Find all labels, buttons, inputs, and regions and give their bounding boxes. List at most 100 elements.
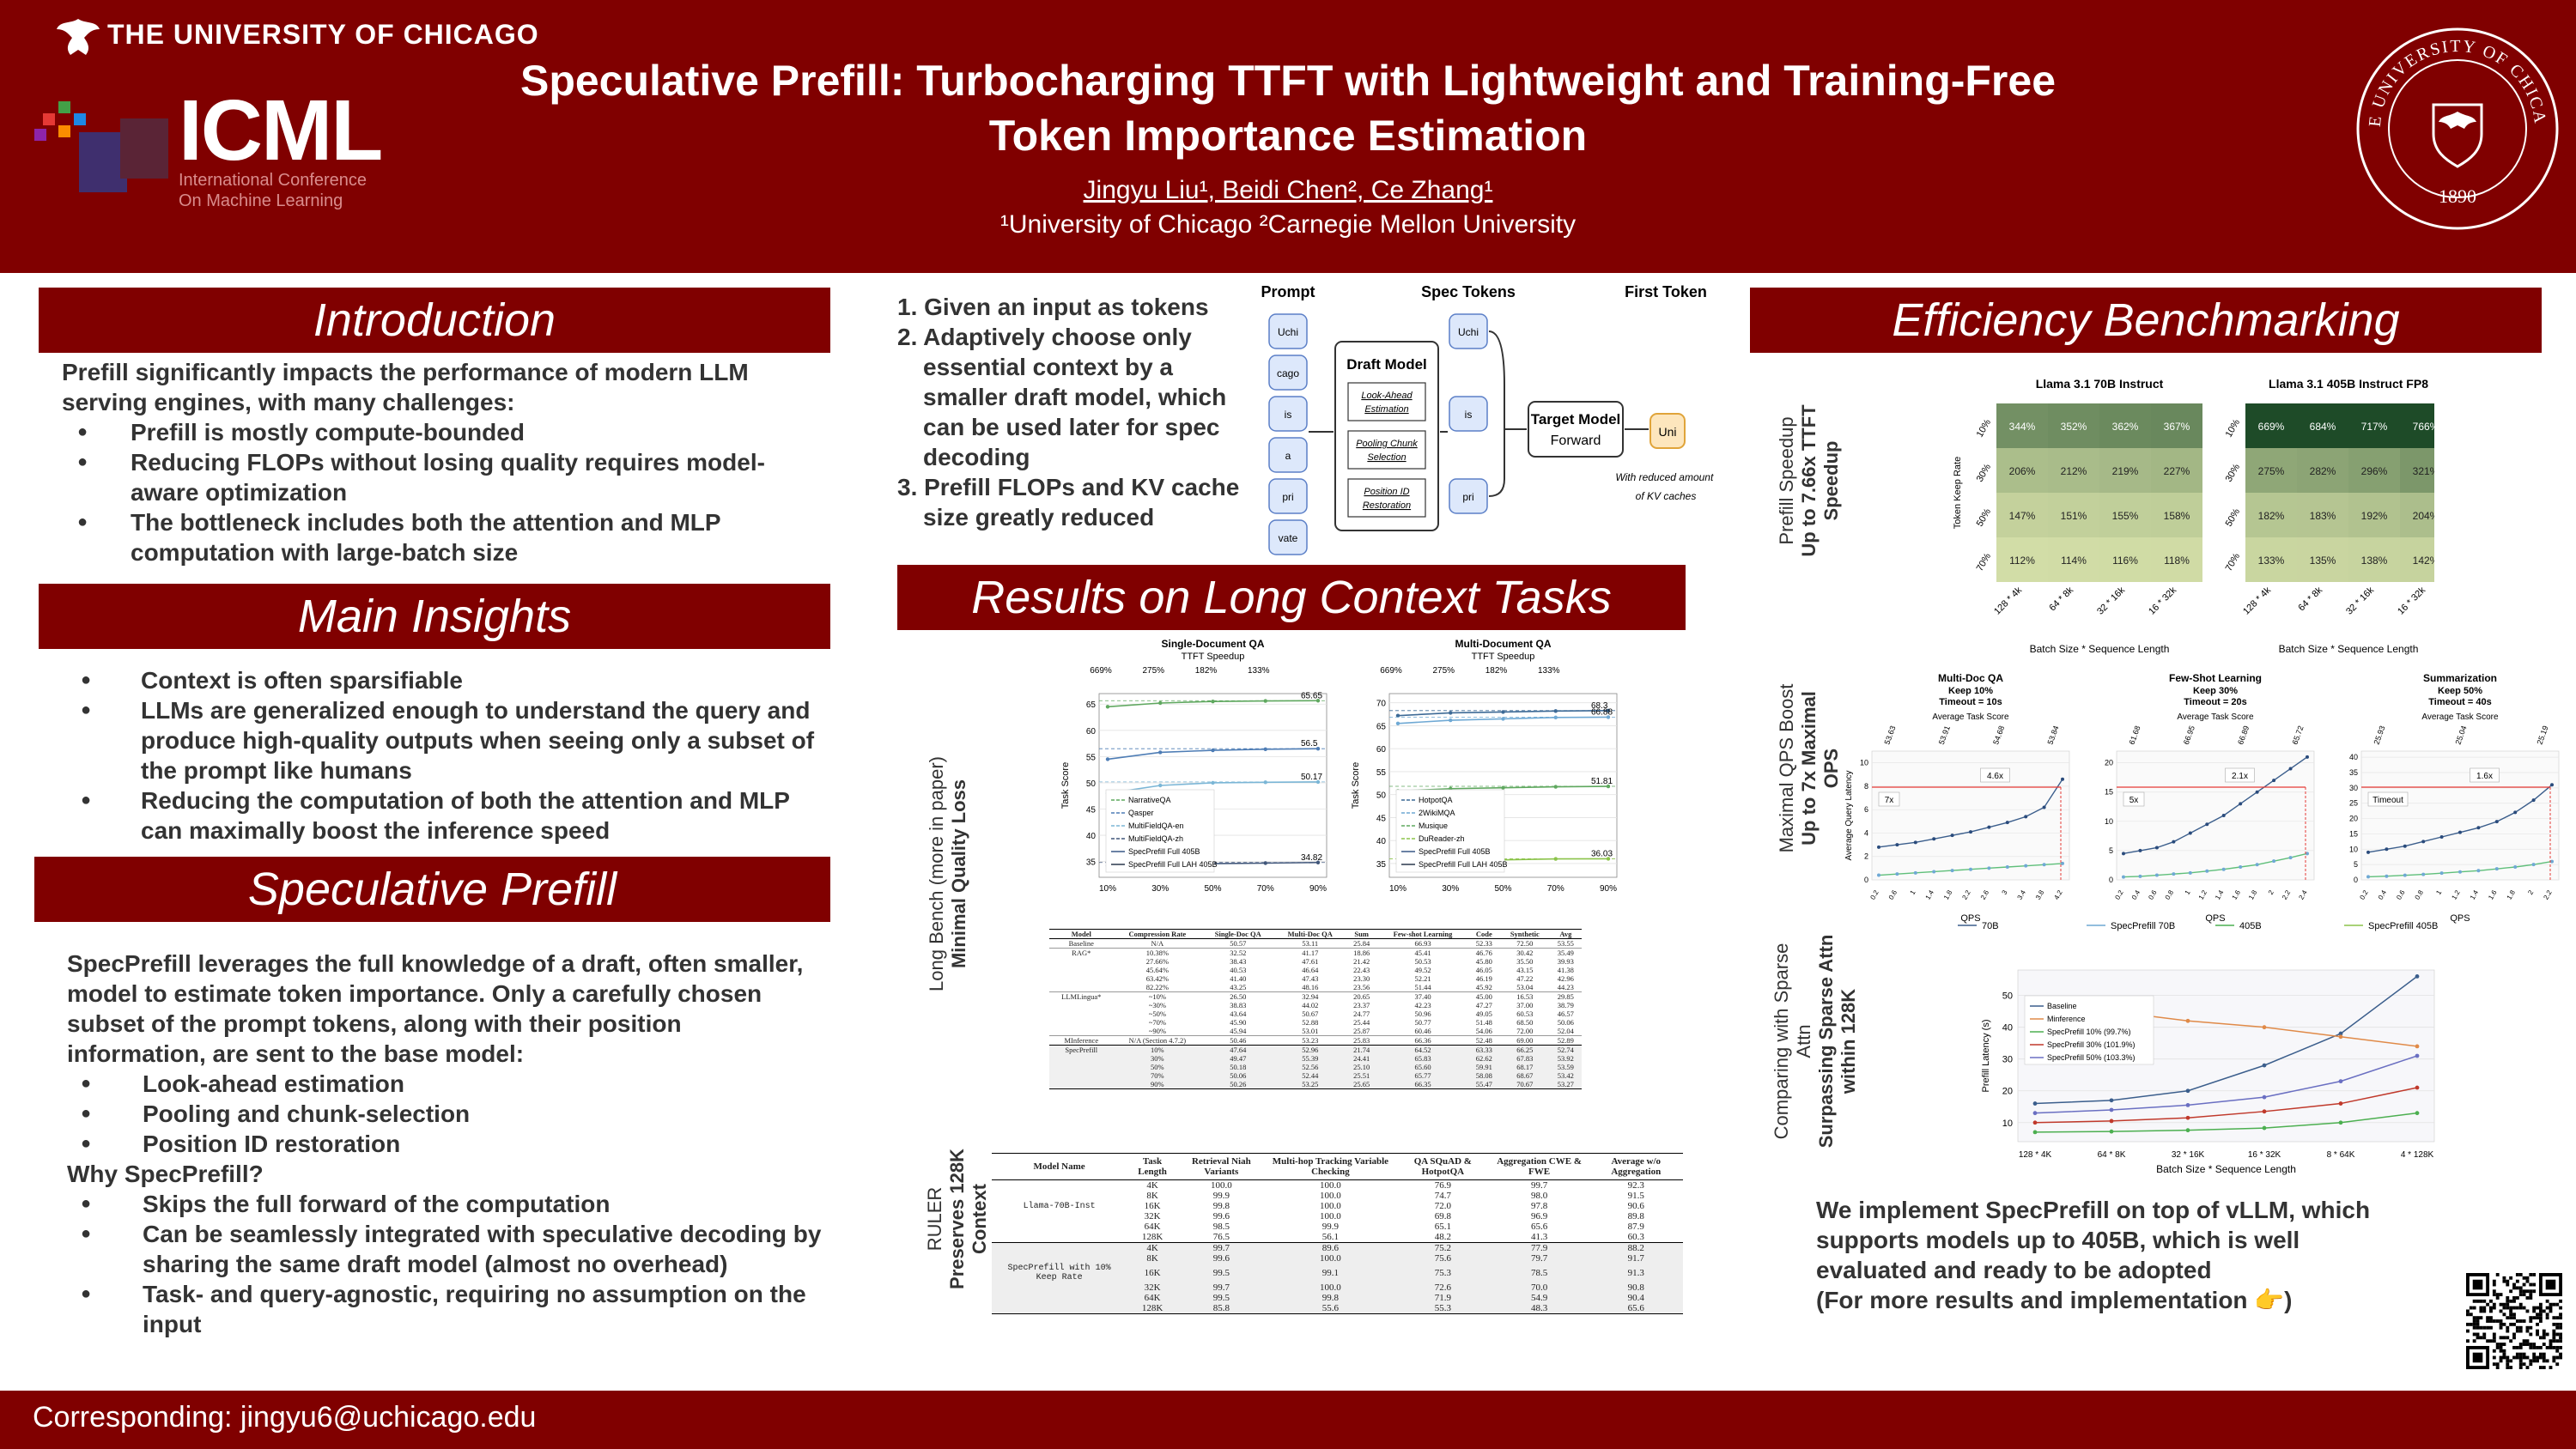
longbench-table: Model Compression Rate Single-Doc QA Multi-… <box>1049 929 1582 1089</box>
qr-module <box>2518 1289 2523 1294</box>
qps-series-point <box>2138 874 2142 878</box>
table-cell: 128K <box>1141 1232 1163 1242</box>
table-cell: 25.65 <box>1353 1080 1370 1088</box>
contact-email[interactable]: Corresponding: jingyu6@uchicago.edu <box>33 1401 537 1434</box>
table-cell: 10.38% <box>1145 949 1169 957</box>
table-cell: 89.8 <box>1627 1211 1644 1222</box>
diagram-col-prompt: Prompt <box>1261 283 1315 300</box>
table-cell: 41.3 <box>1530 1232 1548 1242</box>
qr-module <box>2482 1299 2487 1303</box>
heatmap-value: 151% <box>2061 510 2087 522</box>
y-tick-label: 70 <box>1376 700 1387 709</box>
prompt-token-group: Uchi cago is a pri vate <box>1268 313 1334 555</box>
table-cell: 60.3 <box>1627 1232 1644 1242</box>
qr-module <box>2469 1306 2473 1310</box>
qps-series-point <box>2439 835 2444 839</box>
qr-module <box>2525 1325 2530 1330</box>
table-cell: 128K <box>1141 1303 1163 1313</box>
y-tick-label: 50 <box>1376 791 1387 801</box>
y-tick-label: 30 <box>2002 1055 2013 1065</box>
table-cell: 24.41 <box>1353 1054 1370 1063</box>
qr-module <box>2502 1322 2506 1326</box>
poster-title: Speculative Prefill: Turbocharging TTFT … <box>386 53 2190 163</box>
heatmap-cell <box>2245 493 2297 537</box>
table-cell: 100.0 <box>1320 1191 1341 1201</box>
qps-series-point <box>1932 870 1936 874</box>
table-cell: 50.06 <box>1230 1071 1247 1080</box>
why-bullet: Can be seamlessly integrated with specul… <box>38 1219 823 1279</box>
table-cell: 98.5 <box>1212 1222 1230 1232</box>
x-tick-label: 1 <box>2184 888 2192 896</box>
qr-module <box>2549 1345 2553 1349</box>
side-label-line: Maximal QPS Boost <box>1776 683 1797 853</box>
qps-series-point <box>1932 837 1936 841</box>
heatmap-value: 155% <box>2112 510 2139 522</box>
intro-lead: Prefill significantly impacts the perfor… <box>62 359 749 415</box>
table-cell: 65.77 <box>1414 1071 1431 1080</box>
qr-module <box>2509 1316 2513 1320</box>
table-header-cell: Sum <box>1354 930 1369 938</box>
qps-series-point <box>2476 826 2481 830</box>
qr-module <box>2522 1362 2526 1367</box>
side-label-line: Preserves 128K Context <box>946 1149 990 1289</box>
latency-series-point <box>2415 1044 2420 1049</box>
table-cell: 78.5 <box>1530 1268 1548 1278</box>
qr-module <box>2515 1279 2519 1283</box>
heatmap-value: 114% <box>2061 555 2087 567</box>
qr-module <box>2499 1309 2503 1313</box>
qr-module <box>2518 1273 2523 1276</box>
qr-module <box>2502 1343 2506 1346</box>
authors[interactable]: Jingyu Liu¹, Beidi Chen², Ce Zhang¹ <box>1083 176 1493 204</box>
table-cell: 25.51 <box>1353 1071 1370 1080</box>
prompt-token-text: cago <box>1277 367 1299 379</box>
single-doc-qa-chart: Single-Document QA TTFT Speedup 669% 275% 18… <box>1056 635 1340 919</box>
diagram-col-spec: Spec Tokens <box>1421 283 1516 300</box>
ruler-table-wrap: Model Name Task Length Retrieval Niah Vari… <box>992 1153 1683 1314</box>
annotation-box <box>2123 791 2145 807</box>
qr-module <box>2509 1359 2513 1363</box>
qr-module <box>2542 1336 2546 1340</box>
table-cell <box>1049 966 1114 974</box>
table-cell: 47.61 <box>1302 957 1319 966</box>
table-cell: 50.77 <box>1414 1018 1431 1027</box>
y-tick-label: 0 <box>2109 876 2113 884</box>
qr-module <box>2489 1339 2493 1343</box>
heatmap-value: 362% <box>2112 421 2139 433</box>
table-cell: 100.0 <box>1320 1180 1341 1191</box>
qr-module <box>2552 1355 2556 1360</box>
table-cell: 25.10 <box>1353 1063 1370 1071</box>
qps-series-point <box>1913 870 1917 875</box>
heatmap-cell <box>2151 493 2202 537</box>
table-cell: RAG* <box>1072 949 1091 957</box>
qr-module <box>2482 1306 2487 1310</box>
qr-module <box>2532 1309 2537 1313</box>
qr-module <box>2466 1313 2470 1317</box>
table-cell: 85.8 <box>1212 1303 1230 1313</box>
table-cell: 52.56 <box>1302 1063 1319 1071</box>
table-header-cell: Multi-Doc QA <box>1287 930 1333 938</box>
heatmap-row-label: 30% <box>1975 462 1994 483</box>
specprefill-heading: Speculative Prefill <box>34 857 830 922</box>
top-tick-label: 182% <box>1195 666 1218 676</box>
qr-module <box>2502 1355 2506 1360</box>
heatmap-cell <box>2348 448 2400 493</box>
qps-chart-subtitle: Timeout = 20s <box>2184 697 2246 707</box>
heatmap-value: 219% <box>2112 465 2139 477</box>
latency-series-point <box>2262 1109 2267 1114</box>
qr-code-icon[interactable] <box>2466 1273 2562 1369</box>
footer-band: Corresponding: jingyu6@uchicago.edu <box>0 1391 2576 1449</box>
qr-module <box>2506 1359 2510 1363</box>
qr-module <box>2532 1345 2537 1349</box>
closing-line[interactable]: (For more results and implementation 👉) <box>1816 1287 2293 1313</box>
y-tick-label: 25 <box>2349 799 2358 808</box>
table-cell <box>1049 1009 1114 1018</box>
qr-module <box>2466 1309 2470 1313</box>
qr-module <box>2506 1355 2510 1360</box>
table-cell: 88.2 <box>1627 1243 1644 1253</box>
latency-series-line <box>2034 1087 2418 1124</box>
qps-series-point <box>2531 863 2536 867</box>
qr-module <box>2495 1362 2500 1367</box>
x-tick-label: 1.2 <box>2450 888 2462 901</box>
qr-module <box>2495 1345 2500 1349</box>
table-header-row: Model Name Task Length Retrieval Niah Vari… <box>992 1154 1683 1180</box>
